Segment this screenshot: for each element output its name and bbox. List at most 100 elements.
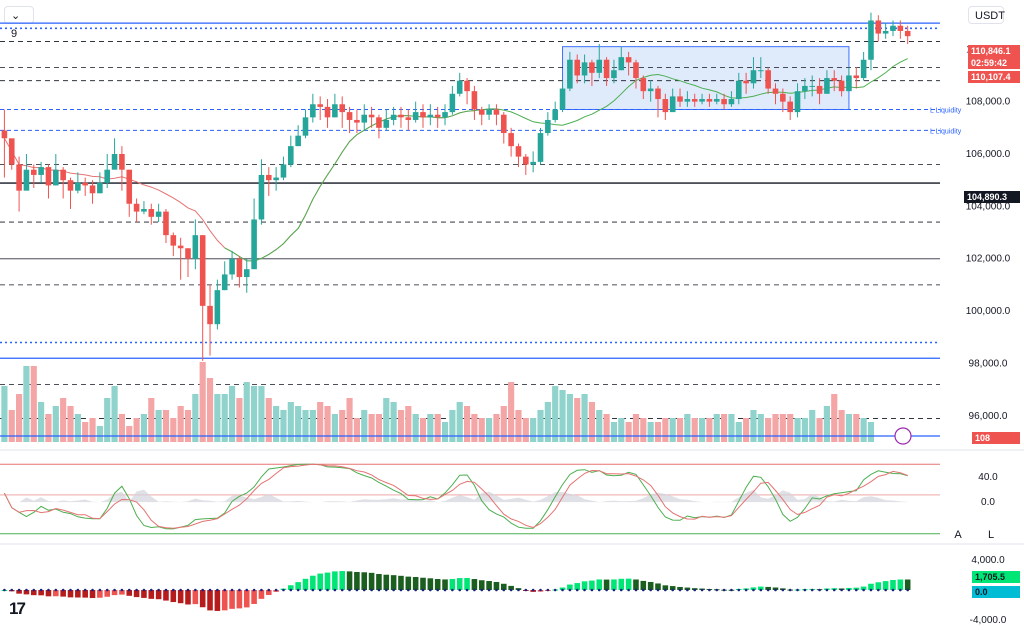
candle-body — [684, 99, 691, 102]
histogram-signal-dot — [796, 588, 799, 592]
candle-body — [310, 104, 316, 118]
candle-body — [721, 99, 727, 105]
volume-bar — [449, 410, 456, 442]
candle-body — [728, 99, 735, 105]
histogram-signal-dot — [274, 588, 278, 592]
histogram-signal-dot — [531, 588, 535, 592]
volume-bar — [67, 406, 74, 442]
volume-bar — [559, 390, 566, 442]
candle-body — [53, 169, 59, 186]
histogram-signal-dot — [370, 588, 373, 592]
volume-bar — [397, 410, 405, 442]
histogram-bar — [251, 590, 257, 604]
histogram-signal-dot — [737, 588, 741, 592]
candle-body — [295, 135, 301, 147]
histogram-bar — [229, 590, 235, 609]
candle-body — [354, 119, 360, 123]
candle-body — [699, 99, 705, 102]
histogram-signal-dot — [172, 588, 175, 592]
histogram-signal-dot — [561, 588, 564, 592]
histogram-signal-dot — [664, 588, 667, 592]
candle-body — [743, 80, 749, 84]
histogram-bar — [398, 575, 404, 590]
volume-bar — [192, 394, 199, 442]
volume-bar — [331, 414, 338, 442]
histogram-bar — [765, 586, 771, 590]
histogram-signal-dot — [700, 588, 704, 592]
candle-body — [780, 93, 786, 102]
histogram-bar — [23, 590, 30, 595]
histogram-signal-dot — [91, 588, 94, 592]
volume-bar — [441, 422, 449, 442]
histogram-signal-dot — [326, 588, 329, 592]
histogram-bar — [449, 578, 456, 590]
quote-currency-button[interactable]: USDT — [968, 6, 1005, 24]
candle-body — [868, 20, 874, 60]
volume-bar — [831, 394, 838, 442]
candle-body — [221, 274, 228, 291]
histogram-signal-dot — [289, 588, 293, 592]
volume-bar — [82, 422, 89, 442]
log-scale-button[interactable]: L — [987, 529, 995, 541]
candle-body — [500, 114, 507, 134]
histogram-signal-dot — [83, 588, 87, 592]
auto-scale-button[interactable]: A — [954, 529, 962, 541]
candle-body — [890, 25, 896, 31]
candle-body — [288, 146, 294, 165]
histogram-signal-dot — [597, 588, 601, 592]
volume-bar — [588, 402, 595, 442]
histogram-signal-dot — [451, 588, 454, 592]
histogram-signal-dot — [340, 588, 344, 592]
histogram-signal-dot — [832, 588, 836, 592]
histogram-signal-dot — [135, 588, 138, 592]
histogram-signal-dot — [201, 588, 204, 592]
volume-bar — [148, 398, 155, 442]
histogram-signal-dot — [825, 588, 829, 592]
histogram-signal-dot — [891, 588, 895, 592]
volume-bar — [258, 386, 265, 442]
histogram-bar — [111, 590, 118, 596]
volume-bar — [295, 406, 302, 442]
interval-label: 9 — [11, 28, 18, 40]
candle-body — [38, 167, 44, 175]
volume-bar — [184, 410, 192, 442]
histogram-signal-dot — [906, 588, 909, 592]
histogram-bar — [868, 583, 874, 590]
volume-bar — [155, 410, 162, 442]
candle-body — [317, 104, 323, 107]
histogram-bar — [427, 578, 434, 590]
histogram-bar — [243, 590, 250, 608]
candle-body — [655, 88, 661, 100]
histogram-signal-dot — [98, 588, 102, 592]
volume-bar — [206, 378, 214, 442]
histogram-signal-dot — [120, 588, 124, 592]
histogram-signal-dot — [223, 588, 227, 592]
price-tick-label: 98,000.0 — [969, 358, 1008, 369]
volume-bar — [74, 414, 81, 442]
candle-body — [846, 75, 852, 92]
price-tick-label: 100,000.0 — [966, 306, 1011, 317]
candle-body — [214, 290, 221, 325]
black-level-label: 104,890.3 — [964, 191, 1020, 203]
histogram-signal-dot — [671, 588, 674, 592]
candle-body — [824, 78, 830, 94]
histogram-bar — [199, 590, 206, 608]
histogram-signal-dot — [862, 588, 865, 592]
volume-bar — [676, 418, 684, 442]
volume-bar — [52, 406, 59, 442]
histogram-signal-dot — [781, 588, 785, 592]
stoch-d-line — [3, 463, 908, 529]
histogram-tick-label: 4,000.0 — [971, 555, 1005, 566]
histogram-signal-dot — [230, 588, 234, 592]
histogram-signal-dot — [495, 588, 498, 592]
volume-bar — [625, 422, 632, 442]
candle-body — [523, 156, 529, 165]
candle-body — [163, 211, 169, 236]
histogram-signal-dot — [869, 588, 873, 592]
histogram-signal-dot — [517, 588, 520, 592]
candle-body — [16, 164, 22, 191]
histogram-signal-dot — [238, 588, 241, 592]
candle-body — [515, 146, 522, 157]
volume-bar — [537, 410, 544, 442]
